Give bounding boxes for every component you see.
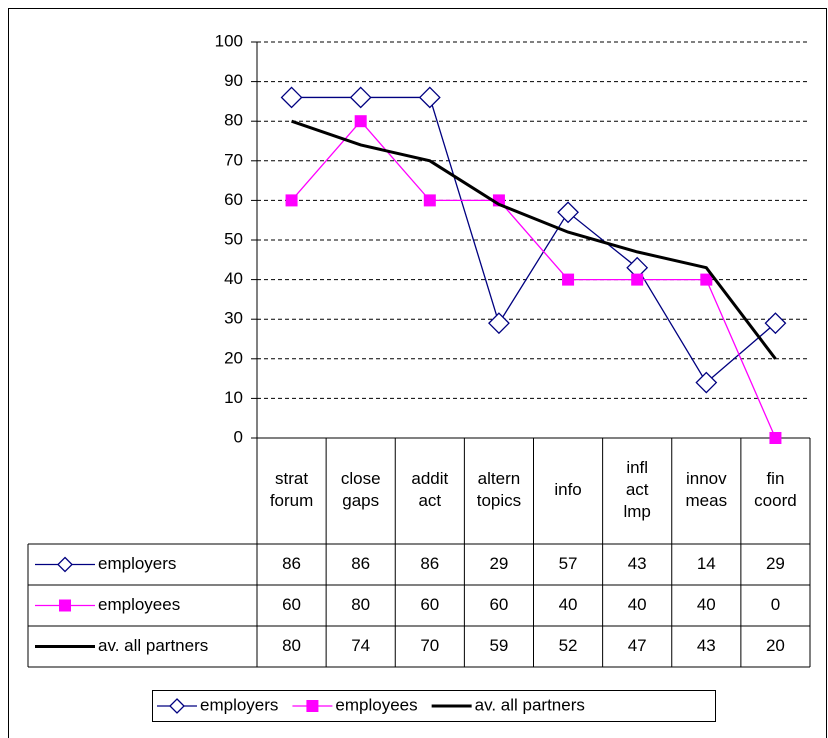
legend-key	[169, 698, 185, 714]
legend-label: employees	[335, 695, 417, 714]
marker	[354, 115, 367, 128]
table-cell: 43	[697, 636, 716, 655]
marker	[285, 194, 298, 207]
legend-label: av. all partners	[475, 695, 585, 714]
marker	[418, 86, 441, 109]
legend-label: employers	[98, 554, 176, 573]
table-cell: 60	[420, 595, 439, 614]
y-tick-label: 60	[224, 190, 243, 209]
table-cell: 29	[489, 554, 508, 573]
legend-key	[306, 700, 319, 712]
x-tick-label: infl act lmp	[623, 458, 650, 521]
marker	[769, 432, 782, 444]
table-cell: 70	[420, 636, 439, 655]
y-tick-label: 90	[224, 71, 243, 90]
legend-label: employers	[200, 695, 278, 714]
series-line	[291, 96, 776, 384]
table-cell: 80	[351, 595, 370, 614]
y-tick-label: 30	[224, 309, 243, 328]
marker	[764, 312, 787, 335]
marker	[488, 312, 510, 335]
table-cell: 47	[628, 636, 647, 655]
table-cell: 20	[766, 636, 785, 655]
legend-key	[57, 556, 73, 573]
y-tick-label: 20	[224, 348, 243, 367]
table-cell: 60	[282, 595, 301, 614]
table-cell: 29	[766, 554, 785, 573]
x-tick-label: fin coord	[754, 469, 797, 510]
table-cell: 60	[489, 595, 508, 614]
x-tick-label: addit act	[411, 469, 448, 510]
legend-key	[59, 599, 71, 612]
x-tick-label: strat forum	[270, 469, 313, 510]
table-cell: 40	[628, 595, 647, 614]
table-cell: 80	[282, 636, 301, 655]
marker	[557, 201, 579, 224]
x-tick-label: innov meas	[686, 469, 728, 510]
table-cell: 52	[559, 636, 578, 655]
series-line	[291, 120, 777, 439]
marker	[631, 273, 644, 286]
marker	[695, 371, 718, 394]
chart-frame	[8, 8, 827, 738]
y-tick-label: 100	[215, 31, 243, 50]
table-cell: 86	[282, 554, 301, 573]
x-tick-label: altern topics	[477, 469, 521, 510]
marker	[562, 273, 575, 286]
marker	[280, 86, 303, 109]
table-cell: 59	[489, 636, 508, 655]
table-cell: 0	[771, 595, 780, 614]
table-cell: 86	[351, 554, 370, 573]
y-tick-label: 40	[224, 269, 243, 288]
table-cell: 40	[697, 595, 716, 614]
marker	[423, 194, 436, 207]
y-tick-label: 0	[234, 427, 243, 446]
marker	[700, 273, 713, 286]
x-tick-label: close gaps	[341, 469, 381, 510]
y-tick-label: 10	[224, 388, 243, 407]
marker	[349, 86, 372, 109]
y-tick-label: 80	[224, 111, 243, 130]
table-cell: 57	[559, 554, 578, 573]
table-cell: 74	[351, 636, 370, 655]
table-cell: 14	[697, 554, 716, 573]
legend-label: av. all partners	[98, 636, 208, 655]
y-tick-label: 50	[224, 229, 243, 248]
y-tick-label: 70	[224, 150, 243, 169]
table-cell: 43	[628, 554, 647, 573]
table-cell: 40	[559, 595, 578, 614]
series-line	[291, 119, 777, 360]
table-cell: 86	[420, 554, 439, 573]
legend-label: employees	[98, 595, 180, 614]
x-tick-label: info	[554, 480, 581, 499]
